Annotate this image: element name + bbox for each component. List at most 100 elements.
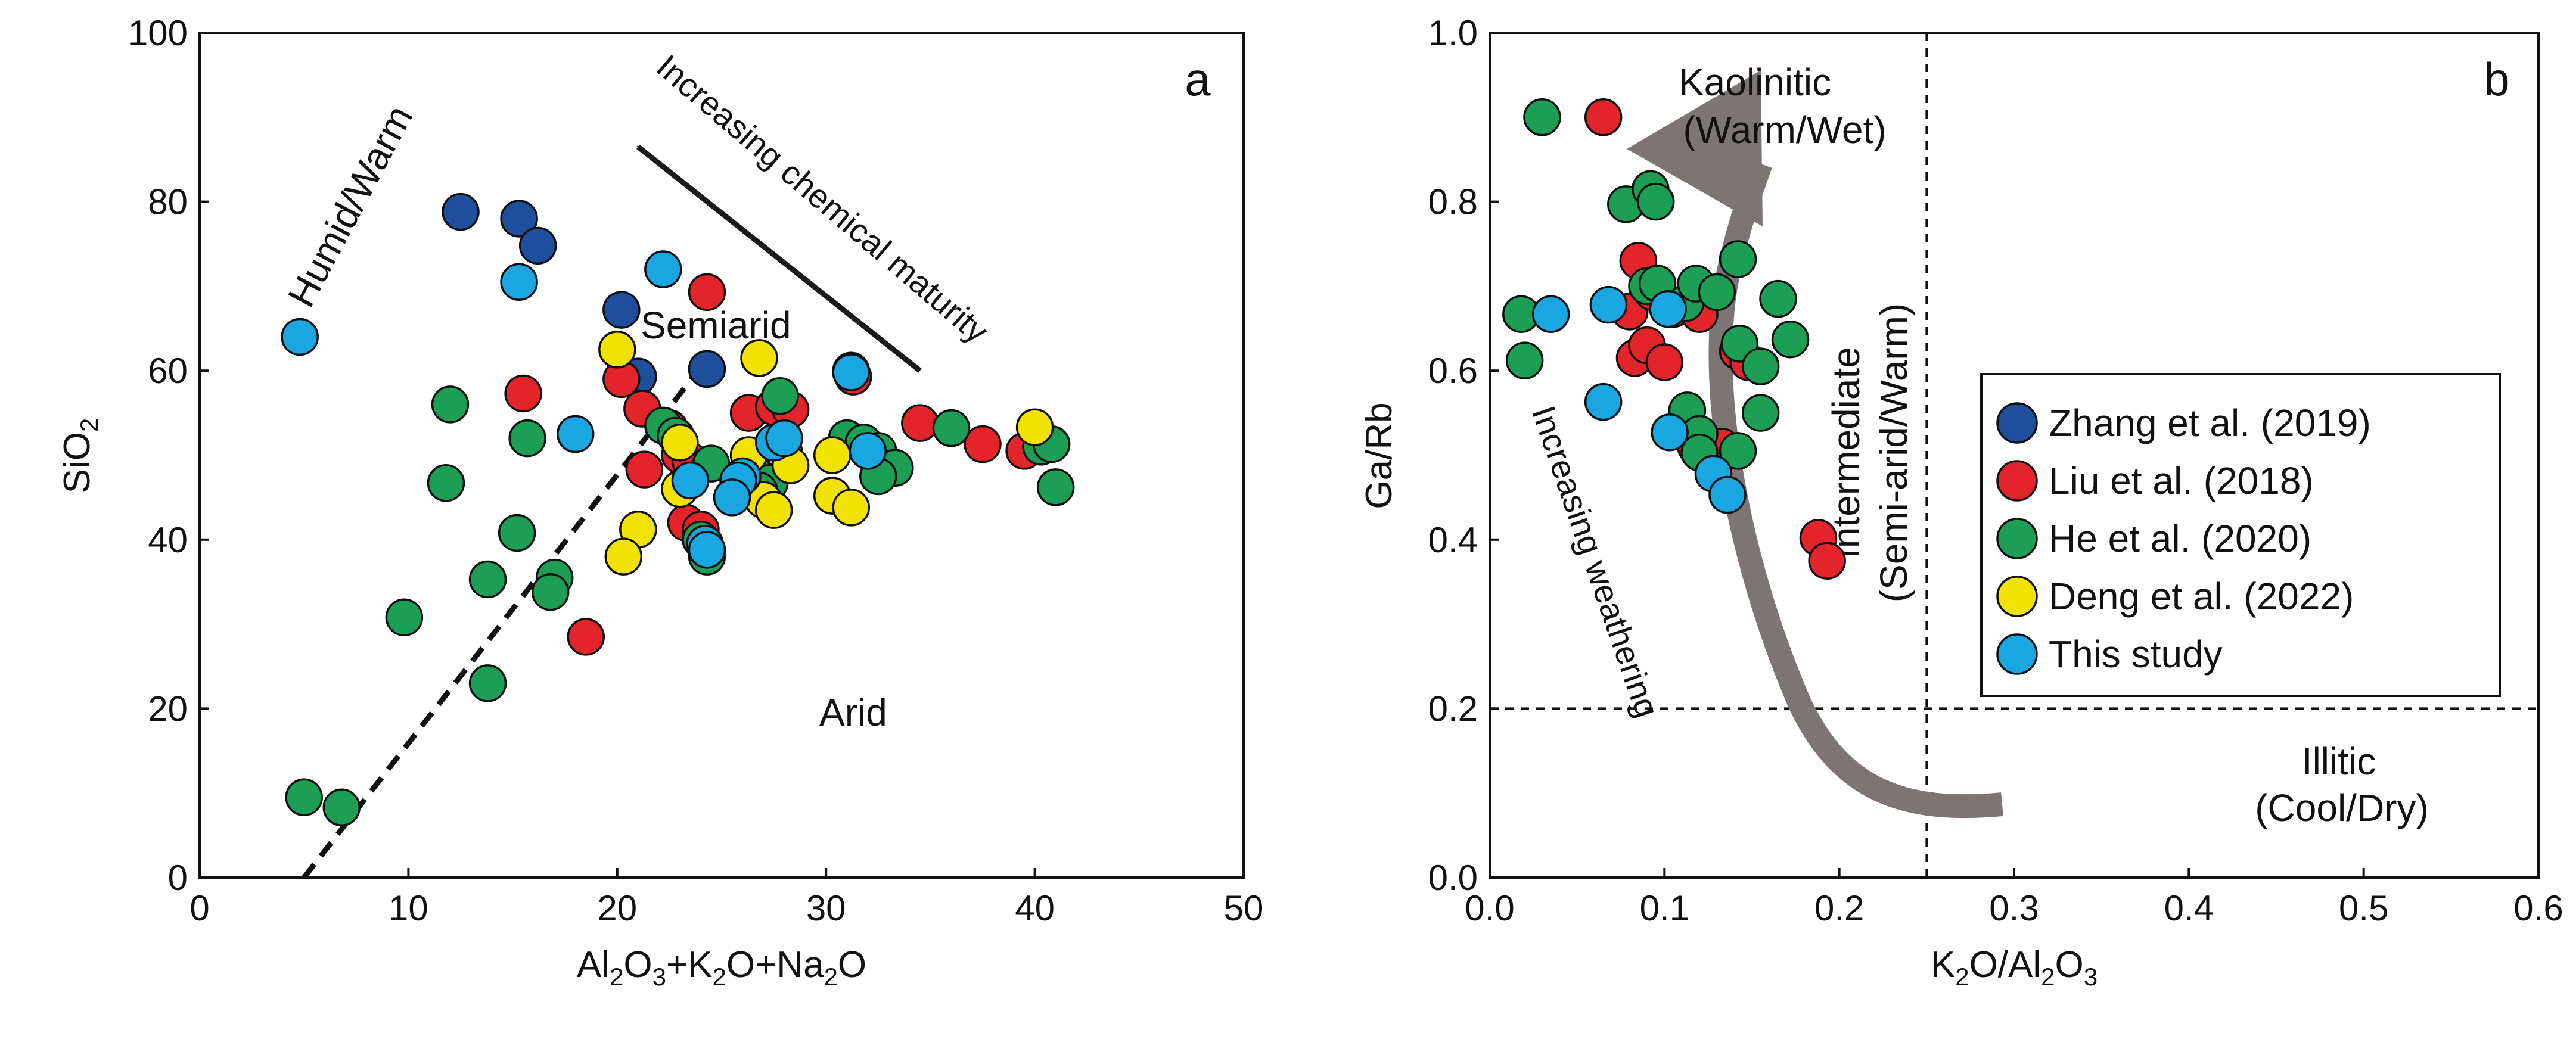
kaolinitic-label: Kaolinitic <box>1679 61 1831 104</box>
y-tick-label-b: 1.0 <box>1428 13 1478 53</box>
data-point <box>322 788 361 827</box>
data-point <box>761 377 799 415</box>
legend-label: He et al. (2020) <box>2049 517 2311 560</box>
legend-marker <box>1996 460 2038 502</box>
data-point <box>556 415 595 453</box>
y-tick-label-a: 20 <box>148 689 188 729</box>
x-tick-label-a: 10 <box>389 888 428 928</box>
panel-b-axes: 0.0 0.1 0.2 0.3 0.4 0.5 0.6 0.0 0.2 0.4 0.6 0.8 1.0 <box>1428 13 2563 928</box>
data-point <box>567 618 605 656</box>
data-point <box>598 331 636 369</box>
x-tick-label-b: 0.6 <box>2513 888 2563 928</box>
panel-a-points <box>281 192 1075 827</box>
increasing-weathering-label: Increasing weathering <box>1525 401 1667 722</box>
legend-box <box>1980 373 2501 697</box>
data-point <box>964 425 1002 463</box>
illitic-sub-label: (Cool/Dry) <box>2255 786 2429 829</box>
data-point <box>1584 382 1623 421</box>
data-point <box>832 489 870 527</box>
data-point <box>1771 320 1810 359</box>
data-point <box>508 419 546 458</box>
x-tick-label-b: 0.3 <box>1989 888 2039 928</box>
x-tick-label-b: 0.5 <box>2339 888 2388 928</box>
y-axis-label-b: Ga/Rb <box>1359 402 1400 509</box>
data-point <box>602 291 641 329</box>
data-point <box>740 339 778 377</box>
data-point <box>625 450 664 489</box>
data-point <box>468 664 507 702</box>
data-point <box>1698 273 1736 312</box>
data-point <box>1808 542 1846 580</box>
intermediate-label: Intermediate <box>1825 347 1867 559</box>
y-tick-label-b: 0.0 <box>1428 858 1478 898</box>
data-point <box>504 374 542 413</box>
intermediate-sub-label: (Semi-arid/Warm) <box>1872 303 1915 603</box>
x-axis-label-b: K2O/Al2O3 <box>1931 944 2098 991</box>
panel-b-points <box>1502 98 1846 580</box>
data-point <box>1015 408 1054 446</box>
data-point <box>1651 413 1689 452</box>
data-point <box>671 461 710 500</box>
x-tick-label-b: 0.1 <box>1640 888 1689 928</box>
legend-label: Deng et al. (2022) <box>2049 575 2354 618</box>
x-tick-label-b: 0.4 <box>2164 888 2214 928</box>
data-point <box>688 531 726 569</box>
legend-label: Zhang et al. (2019) <box>2049 402 2371 444</box>
data-point <box>901 404 939 442</box>
panel-a: 0 10 20 30 40 50 0 20 40 60 80 100 a Al2O3+K2O+Na2O… <box>57 13 1263 991</box>
data-point <box>1589 285 1628 324</box>
y-tick-label-a: 80 <box>148 182 188 222</box>
x-tick-label-b: 0.0 <box>1465 888 1514 928</box>
data-point <box>1636 182 1675 221</box>
y-tick-label-a: 0 <box>168 858 188 898</box>
legend-marker <box>1996 576 2038 617</box>
data-point <box>765 419 803 458</box>
panel-a-frame <box>198 32 1245 879</box>
data-point <box>431 385 470 424</box>
data-point <box>932 409 971 447</box>
legend: Zhang et al. (2019) Liu et al. (2018) He e… <box>1996 402 2371 676</box>
data-point <box>1505 341 1544 379</box>
y-tick-label-b: 0.8 <box>1428 182 1478 222</box>
data-point <box>281 318 319 356</box>
data-point <box>688 350 726 388</box>
legend-marker <box>1996 518 2038 559</box>
y-tick-label-b: 0.2 <box>1428 689 1478 729</box>
legend-marker <box>1996 402 2038 444</box>
data-point <box>813 436 852 474</box>
data-point <box>661 423 699 462</box>
x-tick-label-a: 0 <box>189 888 209 928</box>
y-tick-label-a: 100 <box>128 13 188 53</box>
data-point <box>849 432 887 470</box>
panel-a-label: a <box>1185 53 1211 105</box>
data-point <box>1741 347 1780 385</box>
semiarid-label: Semiarid <box>641 304 791 347</box>
humid-arid-boundary-line <box>302 352 714 879</box>
x-tick-label-a: 40 <box>1015 888 1055 928</box>
legend-label: Liu et al. (2018) <box>2049 459 2314 502</box>
data-point <box>644 250 682 288</box>
data-point <box>1531 295 1570 333</box>
panel-b: 0.0 0.1 0.2 0.3 0.4 0.5 0.60.00.20.40.60.81.0 … <box>1359 13 2563 991</box>
data-point <box>1719 240 1757 278</box>
data-point <box>1523 98 1561 136</box>
data-point <box>500 200 538 238</box>
x-tick-label-a: 50 <box>1224 888 1264 928</box>
data-point <box>468 560 507 599</box>
data-point <box>385 598 424 637</box>
data-point <box>285 778 323 817</box>
y-tick-label-b: 0.6 <box>1428 351 1478 391</box>
data-point <box>604 537 643 576</box>
data-point <box>1719 432 1757 470</box>
data-point <box>1645 343 1684 381</box>
legend-label: This study <box>2049 633 2223 676</box>
x-tick-label-b: 0.2 <box>1814 888 1864 928</box>
y-tick-label-b: 0.4 <box>1428 520 1478 560</box>
legend-marker <box>1996 633 2038 675</box>
data-point <box>1741 394 1780 432</box>
y-tick-label-a: 40 <box>148 520 188 560</box>
humid-warm-label: Humid/Warm <box>279 98 421 313</box>
panel-a-axes: 0 10 20 30 40 50 0 20 40 60 80 100 <box>128 13 1263 928</box>
data-point <box>427 464 465 502</box>
